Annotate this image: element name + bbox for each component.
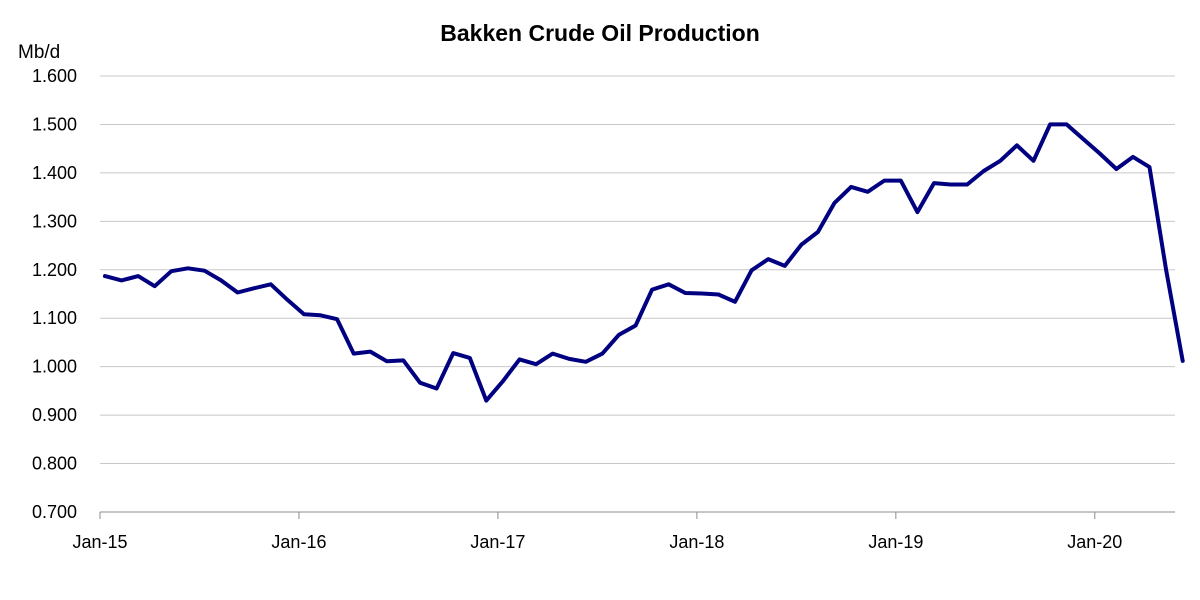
y-tick-label: 0.700: [32, 502, 77, 522]
y-tick-label: 1.400: [32, 163, 77, 183]
y-tick-label: 1.300: [32, 211, 77, 231]
x-axis: [99, 511, 1175, 519]
x-axis-ticks: Jan-15 Jan-16 Jan-17 Jan-18 Jan-19 Jan-20: [72, 532, 1122, 552]
x-tick-label: Jan-18: [669, 532, 724, 552]
x-tick-label: Jan-15: [72, 532, 127, 552]
series-line: [103, 122, 1185, 403]
x-tick-label: Jan-17: [470, 532, 525, 552]
series-layer: [103, 122, 1185, 403]
y-tick-label: 1.200: [32, 260, 77, 280]
y-tick-label: 0.900: [32, 405, 77, 425]
y-tick-label: 1.100: [32, 308, 77, 328]
y-tick-label: 1.000: [32, 357, 77, 377]
y-tick-label: 0.800: [32, 454, 77, 474]
x-tick-label: Jan-16: [271, 532, 326, 552]
x-tick-label: Jan-19: [868, 532, 923, 552]
gridlines: [100, 75, 1175, 465]
x-tick-label: Jan-20: [1067, 532, 1122, 552]
chart-title: Bakken Crude Oil Production: [440, 20, 760, 46]
y-tick-label: 1.600: [32, 66, 77, 86]
y-tick-label: 1.500: [32, 114, 77, 134]
y-axis-unit-label: Mb/d: [18, 42, 60, 63]
y-axis-ticks: 0.700 0.800 0.900 1.000 1.100 1.200 1.300 1.400…: [32, 66, 77, 522]
